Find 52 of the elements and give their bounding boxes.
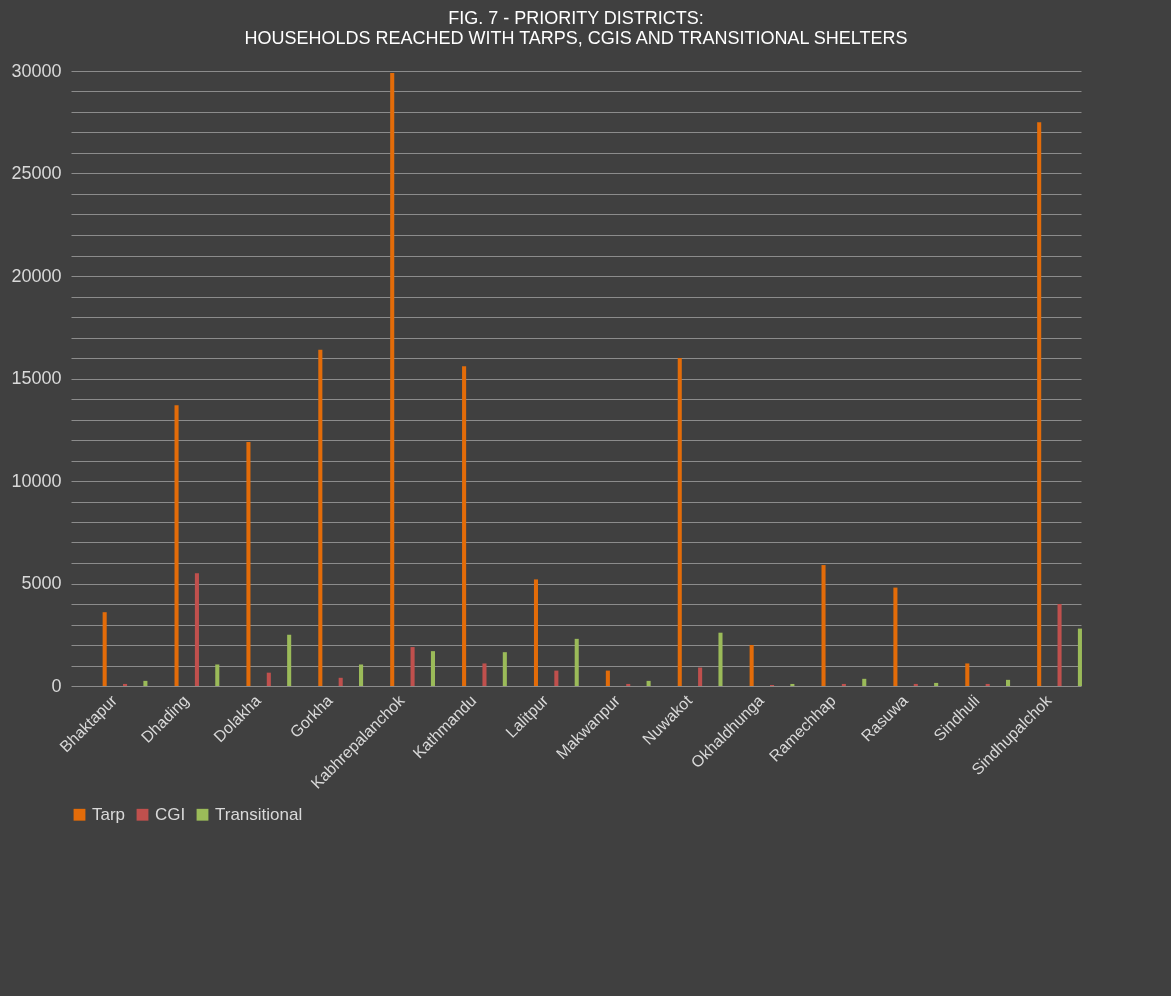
bar bbox=[338, 677, 343, 686]
bar bbox=[174, 405, 179, 686]
bar bbox=[359, 664, 364, 686]
bar bbox=[698, 667, 703, 686]
bar bbox=[533, 579, 539, 686]
chart-title: FIG. 7 - PRIORITY DISTRICTS: HOUSEHOLDS REACHED WITH TARPS, CGIS AND TRANSITIONAL SHELTERS bbox=[244, 8, 908, 48]
bar bbox=[965, 663, 970, 686]
bar bbox=[1057, 604, 1062, 686]
bar bbox=[318, 349, 323, 686]
bar bbox=[626, 683, 631, 686]
legend-label: Transitional bbox=[215, 804, 303, 824]
bar bbox=[482, 663, 487, 686]
bar bbox=[821, 565, 826, 686]
bar bbox=[1006, 679, 1011, 686]
bar bbox=[1077, 628, 1082, 686]
bar bbox=[266, 672, 271, 686]
y-tick-label: 25000 bbox=[11, 163, 62, 183]
bar bbox=[574, 638, 579, 686]
bar bbox=[430, 651, 435, 686]
bar bbox=[215, 664, 220, 686]
bar bbox=[123, 683, 128, 686]
bar bbox=[1037, 122, 1042, 686]
y-tick-label: 0 bbox=[51, 675, 62, 696]
bar bbox=[862, 678, 867, 686]
bar bbox=[934, 682, 939, 686]
bar bbox=[605, 670, 610, 686]
bar bbox=[718, 632, 723, 686]
bar bbox=[790, 683, 795, 686]
y-tick-label: 20000 bbox=[11, 265, 62, 286]
bar bbox=[410, 647, 415, 686]
bar bbox=[287, 634, 292, 686]
legend-label: Tarp bbox=[92, 804, 126, 824]
legend-label: CGI bbox=[155, 804, 186, 824]
bar bbox=[462, 366, 467, 686]
y-tick-label: 10000 bbox=[11, 470, 62, 491]
bar bbox=[893, 587, 898, 686]
bar bbox=[246, 442, 251, 686]
bar bbox=[749, 645, 754, 686]
bar bbox=[841, 683, 846, 686]
bar bbox=[502, 652, 507, 686]
bar bbox=[390, 73, 395, 686]
bar bbox=[677, 358, 682, 686]
y-tick-label: 15000 bbox=[11, 368, 62, 388]
bar bbox=[985, 683, 990, 686]
bar bbox=[143, 680, 148, 686]
y-tick-label: 5000 bbox=[21, 573, 62, 593]
bar bbox=[646, 680, 651, 686]
bar bbox=[913, 683, 918, 686]
bar bbox=[102, 612, 107, 686]
bar bbox=[554, 670, 559, 686]
y-tick-label: 30000 bbox=[11, 60, 62, 81]
bar bbox=[194, 573, 199, 686]
